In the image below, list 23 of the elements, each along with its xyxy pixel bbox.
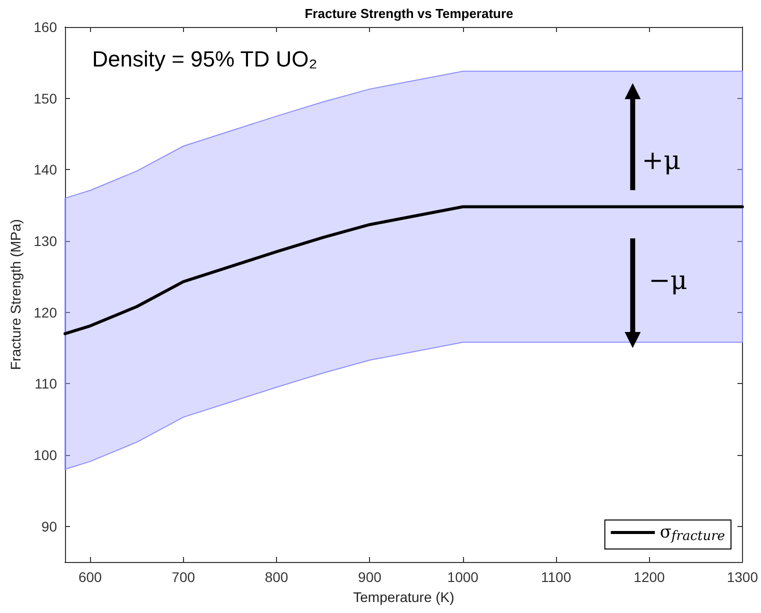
- annotation: +μ: [642, 146, 680, 176]
- x-tick-label: 800: [264, 569, 288, 585]
- x-tick-label: 1300: [726, 569, 758, 585]
- x-tick-label: 1000: [447, 569, 479, 585]
- y-tick-label: 160: [34, 19, 58, 35]
- chart-title: Fracture Strength vs Temperature: [304, 6, 514, 21]
- y-tick-label: 90: [41, 518, 58, 534]
- y-tick-label: 150: [34, 90, 58, 106]
- annotation: Density = 95% TD UO₂: [92, 46, 318, 72]
- y-tick-label: 100: [34, 447, 58, 463]
- x-tick-label: 600: [78, 569, 102, 585]
- x-tick-label: 700: [172, 569, 196, 585]
- x-tick-label: 900: [358, 569, 382, 585]
- x-axis-title: Temperature (K): [353, 589, 454, 605]
- y-tick-label: 110: [34, 376, 58, 392]
- annotation: −μ: [648, 266, 688, 296]
- y-tick-label: 130: [34, 233, 58, 249]
- x-tick-label: 1100: [541, 569, 572, 585]
- x-tick-label: 1200: [634, 569, 666, 585]
- line-series: [64, 205, 744, 336]
- y-axis-title: Fracture Strength (MPa): [8, 219, 24, 370]
- y-tick-label: 120: [34, 304, 58, 320]
- y-tick-label: 140: [34, 162, 58, 178]
